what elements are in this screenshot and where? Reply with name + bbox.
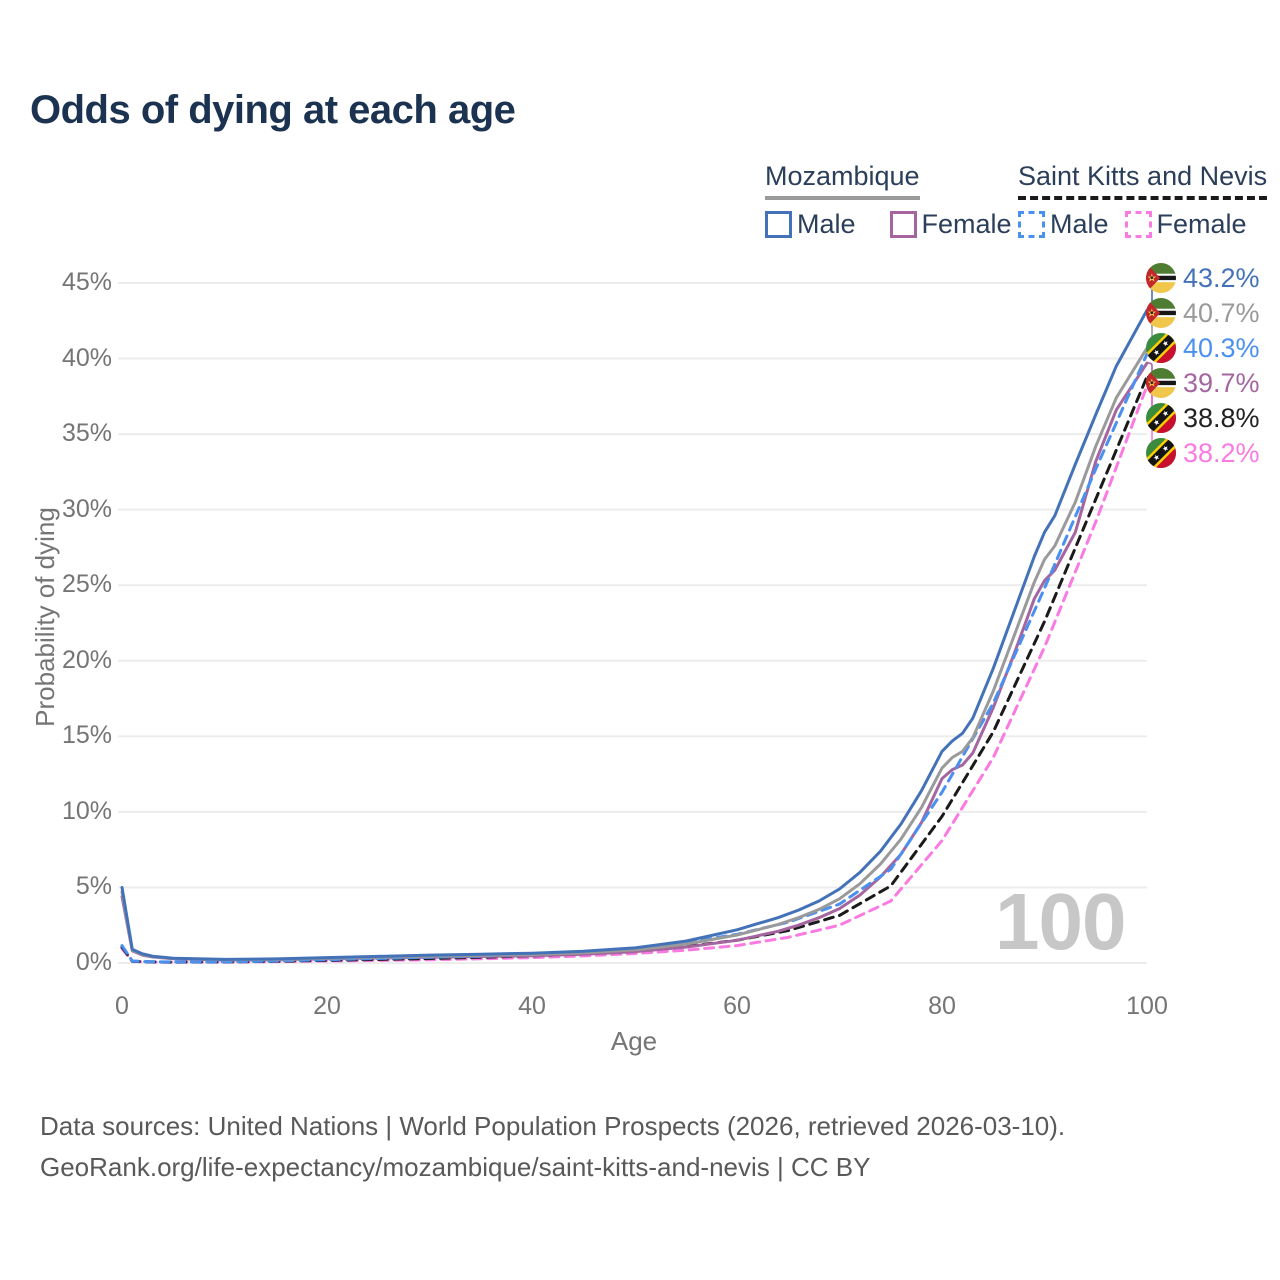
mozambique-flag-icon — [1146, 298, 1176, 328]
y-tick-label: 45% — [61, 268, 112, 296]
y-tick-label: 30% — [61, 494, 112, 523]
x-tick-label: 100 — [1126, 992, 1168, 1020]
footer-data-sources: Data sources: United Nations | World Pop… — [40, 1111, 1066, 1141]
legend-item-skn-female[interactable]: Female — [1124, 209, 1247, 240]
legend-country-mozambique: Mozambique — [765, 161, 920, 200]
end-label-value: 39.7% — [1183, 367, 1260, 398]
legend-group-mozambique: Mozambique Male Female — [765, 161, 1012, 240]
mozambique-female-swatch-icon — [889, 211, 917, 238]
end-label-value: 38.2% — [1183, 437, 1260, 468]
legend-item-label: Female — [921, 209, 1012, 239]
end-label-row: 40.3% — [1146, 331, 1260, 365]
end-label-row: 40.7% — [1146, 296, 1260, 330]
end-label-value: 43.2% — [1183, 262, 1260, 293]
x-tick-label: 80 — [928, 992, 956, 1020]
end-label-row: 39.7% — [1146, 366, 1260, 400]
mozambique-flag-icon — [1146, 368, 1176, 398]
mozambique-male-swatch-icon — [765, 211, 792, 238]
footer-attribution: GeoRank.org/life-expectancy/mozambique/s… — [40, 1152, 871, 1182]
series-line-mozambique-male — [120, 308, 1149, 961]
end-label-row: 38.8% — [1146, 401, 1260, 435]
end-label-row: 43.2% — [1146, 261, 1260, 295]
legend-item-mozambique-male[interactable]: Male — [765, 209, 856, 240]
page-title: Odds of dying at each age — [30, 88, 516, 132]
y-tick-label: 15% — [61, 721, 112, 750]
age-watermark: 100 — [995, 877, 1126, 966]
series-line-saint-kitts-and-nevis-female — [120, 384, 1149, 964]
y-tick-label: 25% — [61, 570, 112, 599]
saint-kitts-and-nevis-flag-icon — [1146, 333, 1176, 363]
saint-kitts-and-nevis-flag-icon — [1146, 403, 1176, 433]
footer: Data sources: United Nations | World Pop… — [40, 1106, 1065, 1188]
x-tick-label: 0 — [115, 992, 129, 1020]
y-tick-label: 20% — [61, 645, 112, 674]
mozambique-flag-icon — [1146, 263, 1176, 293]
y-tick-label: 5% — [75, 872, 112, 901]
skn-male-swatch-icon — [1018, 211, 1045, 238]
legend-item-label: Male — [1050, 209, 1109, 239]
legend-group-saint-kitts-and-nevis: Saint Kitts and Nevis Male Female — [1018, 161, 1268, 240]
legend-item-skn-male[interactable]: Male — [1018, 209, 1109, 240]
end-label-value: 38.8% — [1183, 402, 1260, 433]
legend-item-label: Male — [797, 209, 856, 239]
y-tick-label: 0% — [75, 948, 112, 976]
end-label-row: 38.2% — [1146, 436, 1260, 470]
x-tick-label: 40 — [518, 992, 546, 1020]
y-tick-label: 10% — [61, 796, 112, 825]
x-tick-label: 20 — [313, 992, 341, 1020]
series-line-saint-kitts-and-nevis-male — [120, 352, 1149, 964]
saint-kitts-and-nevis-flag-icon — [1146, 438, 1176, 468]
series-line-mozambique-both — [120, 346, 1149, 962]
end-label-value: 40.3% — [1183, 332, 1260, 363]
y-axis-label: Probability of dying — [30, 507, 60, 727]
legend-country-saint-kitts-and-nevis: Saint Kitts and Nevis — [1018, 161, 1268, 200]
legend-item-label: Female — [1156, 209, 1247, 239]
y-tick-label: 40% — [61, 343, 112, 372]
y-tick-label: 35% — [61, 419, 112, 448]
x-axis-label: Age — [610, 1026, 658, 1056]
x-tick-label: 60 — [723, 992, 751, 1020]
end-label-value: 40.7% — [1183, 297, 1260, 328]
legend-item-mozambique-female[interactable]: Female — [889, 209, 1012, 240]
skn-female-swatch-icon — [1124, 211, 1152, 238]
